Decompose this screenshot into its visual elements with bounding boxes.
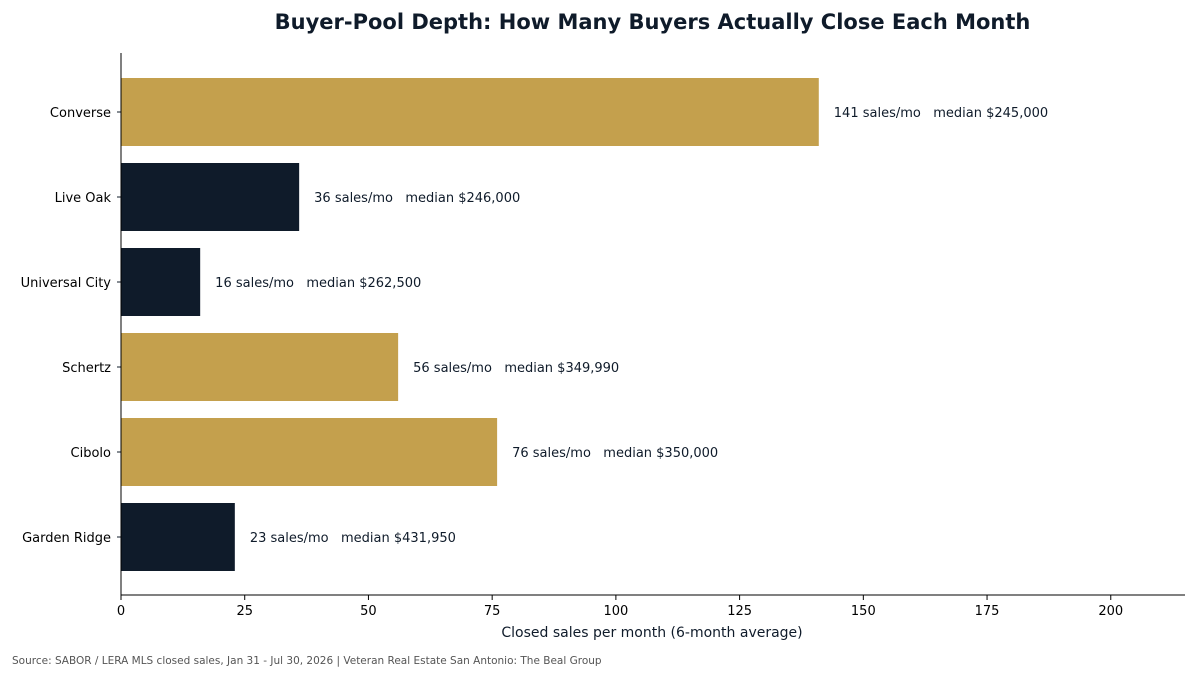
x-tick-label: 75 <box>484 604 501 619</box>
x-tick-label: 50 <box>360 604 377 619</box>
y-tick-label: Garden Ridge <box>22 531 111 546</box>
x-axis-title: Closed sales per month (6-month average) <box>501 625 802 641</box>
bar-garden-ridge <box>121 503 235 571</box>
data-label: 76 sales/mo median $350,000 <box>512 446 718 461</box>
chart-title: Buyer-Pool Depth: How Many Buyers Actual… <box>274 10 1031 34</box>
bar-schertz <box>121 333 399 401</box>
bar-live-oak <box>121 163 300 231</box>
data-labels-layer: 141 sales/mo median $245,000 36 sales/mo … <box>215 106 1048 546</box>
x-tick-label: 0 <box>117 604 125 619</box>
data-label: 141 sales/mo median $245,000 <box>834 106 1048 121</box>
y-tick-label: Schertz <box>62 361 111 376</box>
data-label: 56 sales/mo median $349,990 <box>413 361 619 376</box>
y-tick-label: Universal City <box>21 276 112 291</box>
x-tick-label: 150 <box>851 604 876 619</box>
bar-cibolo <box>121 418 498 486</box>
x-tick-label: 200 <box>1098 604 1123 619</box>
y-tick-label: Cibolo <box>71 446 112 461</box>
source-note: Source: SABOR / LERA MLS closed sales, J… <box>12 655 602 667</box>
x-tick-label: 175 <box>975 604 1000 619</box>
bar-universal-city <box>121 248 201 316</box>
bar-converse <box>121 78 819 146</box>
y-tick-label: Live Oak <box>55 191 112 206</box>
bars-layer <box>121 78 819 571</box>
x-tick-label: 100 <box>603 604 628 619</box>
y-tick-label: Converse <box>50 106 111 121</box>
y-axis: Converse Live Oak Universal City Schertz Cib… <box>21 53 122 595</box>
data-label: 23 sales/mo median $431,950 <box>250 531 456 546</box>
x-tick-label: 125 <box>727 604 752 619</box>
data-label: 36 sales/mo median $246,000 <box>314 191 520 206</box>
x-axis: 0 25 50 75 100 125 150 175 200 <box>117 594 1185 619</box>
x-tick-label: 25 <box>236 604 253 619</box>
data-label: 16 sales/mo median $262,500 <box>215 276 421 291</box>
